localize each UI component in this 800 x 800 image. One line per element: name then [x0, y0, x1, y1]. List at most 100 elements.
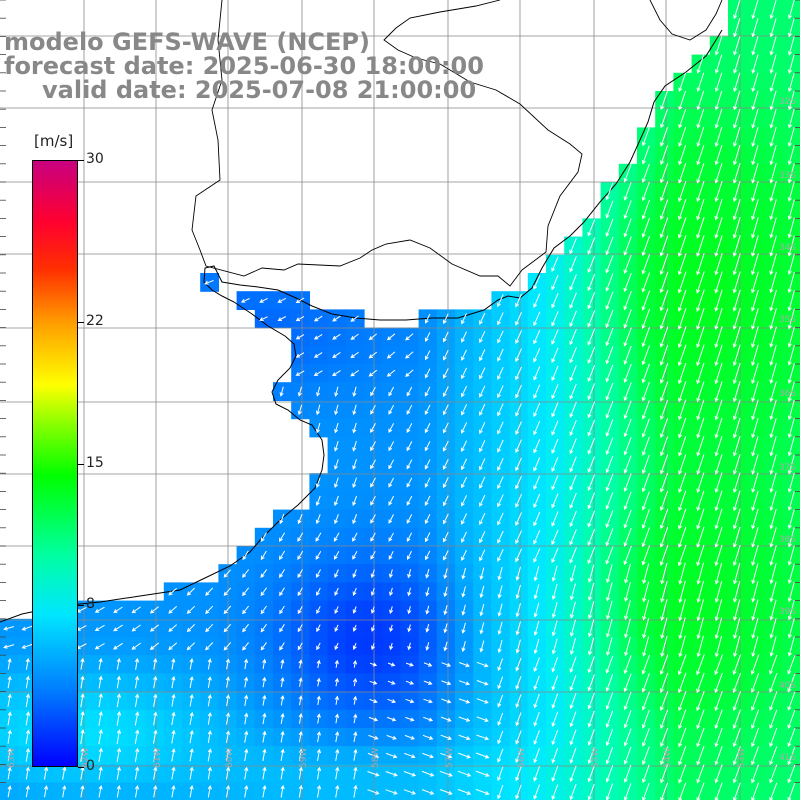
wind-arrow — [769, 709, 778, 729]
wind-arrow — [659, 654, 669, 675]
wind-arrow — [678, 490, 687, 512]
wind-arrow — [406, 550, 412, 561]
wind-arrow — [533, 366, 541, 381]
wind-arrow — [223, 569, 232, 578]
longitude-label: 59W — [299, 748, 309, 768]
wind-arrow — [259, 316, 268, 321]
wind-arrow — [116, 784, 121, 798]
longitude-label: 61W — [153, 748, 163, 768]
wind-arrow — [260, 550, 267, 561]
wind-arrow — [407, 642, 412, 651]
wind-arrow — [533, 602, 540, 618]
wind-arrow — [476, 716, 489, 722]
wind-arrow — [515, 548, 522, 563]
wind-arrow — [262, 766, 267, 780]
wind-arrow — [353, 731, 358, 742]
wind-arrow — [98, 675, 103, 689]
wind-arrow — [751, 199, 759, 221]
wind-arrow — [641, 199, 650, 220]
wind-arrow — [587, 710, 595, 728]
wind-arrow — [696, 72, 705, 93]
wind-arrow — [659, 344, 669, 366]
wind-arrow — [569, 256, 577, 273]
wind-arrow — [623, 710, 632, 729]
wind-arrow — [407, 587, 412, 597]
wind-arrow — [551, 347, 559, 363]
wind-arrow — [769, 399, 777, 421]
wind-arrow — [732, 472, 741, 493]
wind-arrow — [660, 436, 669, 457]
wind-arrow — [696, 381, 705, 403]
wind-arrow — [442, 349, 449, 361]
wind-arrow — [787, 363, 795, 384]
wind-arrow — [678, 745, 687, 766]
wind-arrow — [332, 315, 341, 322]
wind-arrow — [714, 526, 723, 548]
wind-arrow — [678, 108, 687, 129]
wind-arrow — [353, 713, 358, 724]
wind-arrow — [569, 783, 577, 800]
colorbar-tick-label: 30 — [86, 151, 104, 167]
wind-arrow — [370, 514, 376, 524]
wind-arrow — [660, 764, 668, 784]
wind-arrow — [407, 569, 412, 579]
wind-arrow — [641, 163, 650, 183]
wind-arrow — [605, 546, 614, 565]
wind-arrow — [388, 404, 395, 415]
wind-arrow — [787, 126, 795, 147]
wind-arrow — [479, 440, 486, 453]
wind-arrow — [189, 711, 194, 725]
wind-arrow — [569, 529, 577, 546]
wind-arrow — [787, 691, 796, 711]
wind-arrow — [696, 126, 705, 148]
wind-arrow — [226, 766, 231, 780]
wind-arrow — [606, 637, 613, 656]
wind-arrow — [751, 381, 759, 403]
wind-arrow — [696, 54, 705, 74]
wind-arrow — [479, 403, 486, 416]
wind-arrow — [479, 567, 485, 580]
wind-arrow — [751, 308, 759, 330]
wind-arrow — [787, 0, 795, 20]
wind-arrow — [678, 126, 687, 147]
wind-arrow — [551, 438, 559, 454]
wind-arrow — [352, 551, 358, 560]
wind-arrow — [569, 693, 577, 710]
wind-arrow — [439, 770, 453, 777]
wind-arrow — [369, 680, 378, 685]
wind-arrow — [641, 509, 650, 529]
wind-arrow — [787, 509, 795, 530]
wind-arrow — [134, 766, 140, 780]
wind-arrow — [751, 508, 759, 530]
wind-arrow — [370, 423, 376, 434]
wind-arrow — [442, 368, 449, 379]
wind-arrow — [313, 370, 323, 377]
wind-arrow — [569, 237, 577, 255]
wind-arrow — [497, 784, 504, 800]
wind-arrow — [479, 421, 486, 435]
wind-arrow — [352, 386, 357, 397]
wind-arrow — [660, 145, 668, 165]
wind-arrow — [424, 477, 431, 488]
wind-arrow — [714, 599, 723, 622]
wind-arrow — [461, 567, 466, 580]
wind-arrow — [660, 454, 669, 475]
wind-arrow — [751, 563, 759, 585]
wind-arrow — [677, 544, 687, 567]
wind-arrow — [623, 545, 632, 566]
wind-arrow — [569, 583, 576, 601]
wind-arrow — [551, 583, 558, 601]
wind-arrow — [623, 309, 632, 329]
wind-arrow — [424, 404, 431, 416]
wind-arrow — [751, 599, 759, 621]
wind-arrow — [696, 782, 705, 800]
wind-arrow — [569, 328, 577, 346]
wind-arrow — [732, 782, 741, 800]
wind-arrow — [280, 712, 285, 724]
wind-arrow — [497, 694, 504, 708]
wind-arrow — [497, 748, 504, 763]
wind-arrow — [678, 199, 687, 221]
wind-arrow — [479, 349, 486, 362]
wind-arrow — [714, 36, 723, 56]
wind-arrow — [732, 436, 741, 457]
